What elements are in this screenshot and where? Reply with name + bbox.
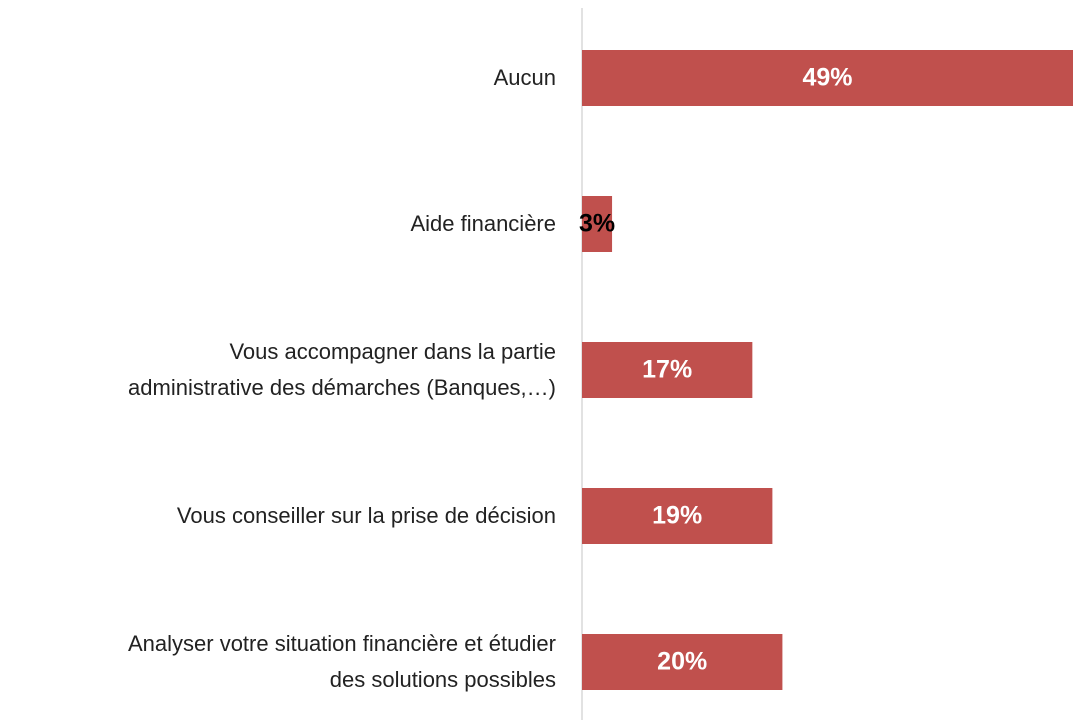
- bar: [582, 50, 1073, 106]
- value-label: 19%: [652, 502, 702, 530]
- value-label: 49%: [802, 64, 852, 92]
- category-label: Vous conseiller sur la prise de décision: [176, 503, 556, 528]
- category-label: Analyser votre situation financière et é…: [127, 631, 556, 692]
- category-label: Aide financière: [410, 211, 556, 236]
- value-label: 20%: [657, 648, 707, 676]
- value-label: 3%: [579, 210, 615, 238]
- category-label: Aucun: [493, 65, 556, 90]
- bar: [582, 196, 613, 252]
- bar: [582, 488, 773, 544]
- category-label: Vous accompagner dans la partie administ…: [128, 339, 556, 400]
- value-label: 17%: [642, 356, 692, 384]
- bar: [582, 634, 783, 690]
- bar: [582, 342, 753, 398]
